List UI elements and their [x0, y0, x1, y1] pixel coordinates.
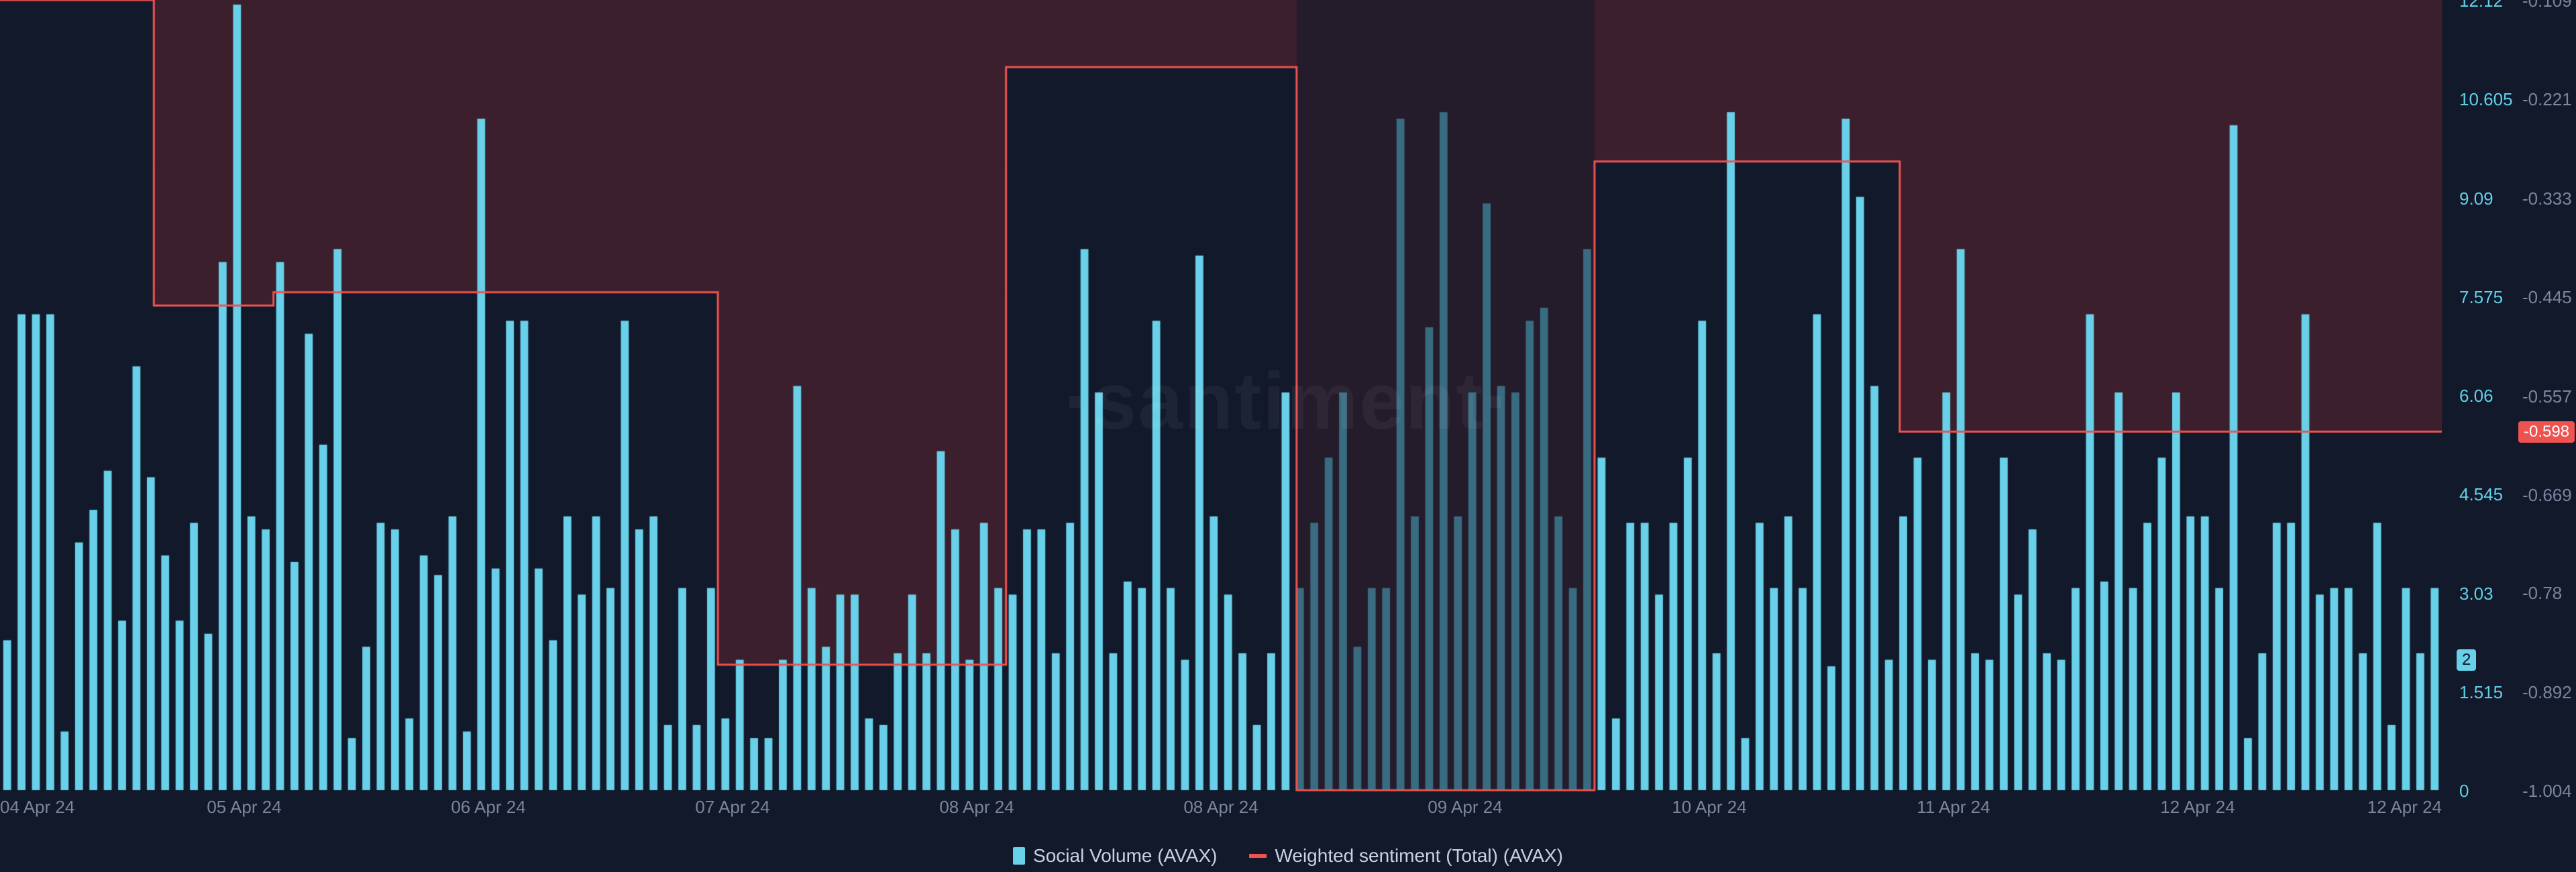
x-tick-label: 05 Apr 24	[207, 797, 281, 818]
chart-canvas[interactable]	[0, 0, 2576, 872]
chart-container: ·santiment· 04 Apr 2405 Apr 2406 Apr 240…	[0, 0, 2576, 872]
legend-line-swatch	[1249, 854, 1267, 858]
y-left-tick-label: 0	[2459, 781, 2469, 802]
y-left-current-badge: 2	[2457, 649, 2476, 671]
y-right-tick-label: -0.445	[2522, 287, 2572, 308]
y-right-tick-label: -0.669	[2522, 485, 2572, 506]
x-tick-label: 06 Apr 24	[451, 797, 525, 818]
legend-item[interactable]: Social Volume (AVAX)	[1013, 845, 1217, 867]
y-right-tick-label: -0.78	[2522, 583, 2562, 604]
y-left-tick-label: 9.09	[2459, 188, 2493, 209]
y-right-current-badge: -0.598	[2518, 421, 2575, 443]
x-tick-label: 09 Apr 24	[1428, 797, 1502, 818]
y-right-tick-label: -0.109	[2522, 0, 2572, 11]
y-left-tick-label: 3.03	[2459, 584, 2493, 604]
x-tick-label: 07 Apr 24	[695, 797, 769, 818]
legend-item[interactable]: Weighted sentiment (Total) (AVAX)	[1249, 845, 1563, 867]
x-tick-label: 10 Apr 24	[1672, 797, 1746, 818]
y-left-tick-label: 6.06	[2459, 386, 2493, 406]
y-left-tick-label: 4.545	[2459, 484, 2503, 505]
x-tick-label: 08 Apr 24	[939, 797, 1014, 818]
y-left-tick-label: 12.12	[2459, 0, 2503, 11]
legend-label: Social Volume (AVAX)	[1033, 845, 1217, 867]
y-left-tick-label: 1.515	[2459, 682, 2503, 703]
legend-bar-swatch	[1013, 847, 1025, 865]
y-left-tick-label: 7.575	[2459, 287, 2503, 308]
y-right-tick-label: -0.892	[2522, 682, 2572, 703]
y-right-tick-label: -0.333	[2522, 188, 2572, 209]
x-tick-label: 12 Apr 24	[2160, 797, 2235, 818]
y-right-tick-label: -0.221	[2522, 89, 2572, 110]
x-tick-label: 12 Apr 24	[2367, 797, 2442, 818]
x-tick-label: 08 Apr 24	[1183, 797, 1258, 818]
y-left-tick-label: 10.605	[2459, 89, 2513, 110]
y-right-tick-label: -1.004	[2522, 781, 2572, 802]
legend-label: Weighted sentiment (Total) (AVAX)	[1275, 845, 1563, 867]
x-tick-label: 04 Apr 24	[0, 797, 74, 818]
y-right-tick-label: -0.557	[2522, 386, 2572, 407]
legend: Social Volume (AVAX) Weighted sentiment (…	[1013, 845, 1563, 867]
x-tick-label: 11 Apr 24	[1917, 797, 1990, 818]
